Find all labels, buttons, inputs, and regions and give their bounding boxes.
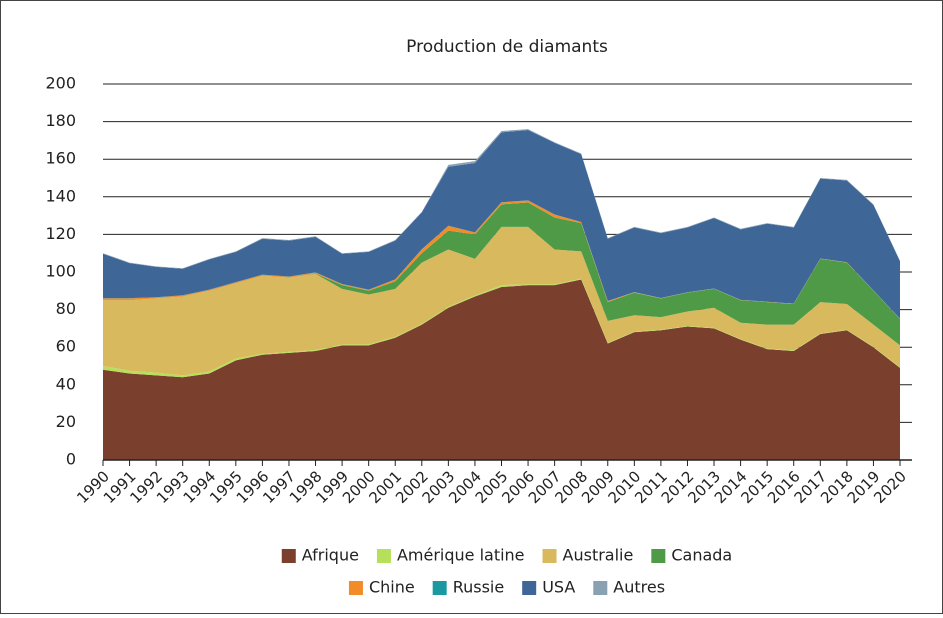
legend-row: Chine Russie USA Autres xyxy=(348,578,665,597)
y-tick-label: 60 xyxy=(56,337,76,356)
y-tick-label: 80 xyxy=(56,299,76,318)
legend-swatch xyxy=(281,549,296,563)
y-tick-label: 20 xyxy=(56,412,76,431)
legend-label: Amérique latine xyxy=(397,546,525,565)
area xyxy=(103,226,900,376)
legend-swatch xyxy=(651,549,666,563)
legend-swatch xyxy=(593,581,608,595)
legend-label: USA xyxy=(542,578,575,597)
y-tick-label: 180 xyxy=(45,111,76,130)
legend-label: Russie xyxy=(453,578,505,597)
area xyxy=(103,130,900,319)
y-tick-label: 100 xyxy=(45,262,76,281)
chart-title: Production de diamants xyxy=(406,37,608,57)
legend-label: Autres xyxy=(613,578,665,597)
y-tick-label: 140 xyxy=(45,186,76,205)
legend-swatch xyxy=(432,581,447,595)
legend-label: Australie xyxy=(563,546,634,565)
area xyxy=(103,202,900,346)
y-tick-label: 120 xyxy=(45,224,76,243)
y-tick-label: 40 xyxy=(56,374,76,393)
legend-swatch xyxy=(542,549,557,563)
area xyxy=(103,279,900,460)
legend-swatch xyxy=(522,581,537,595)
y-tick-label: 200 xyxy=(45,74,76,93)
legend-label: Canada xyxy=(671,546,732,565)
legend-row: Afrique Amérique latine Australie Canada xyxy=(281,546,732,565)
y-tick-label: 160 xyxy=(45,149,76,168)
legend-label: Chine xyxy=(369,578,415,597)
y-tick-label: 0 xyxy=(66,450,76,469)
legend-swatch xyxy=(376,549,391,563)
legend-swatch xyxy=(348,581,363,595)
legend-label: Afrique xyxy=(302,546,359,565)
